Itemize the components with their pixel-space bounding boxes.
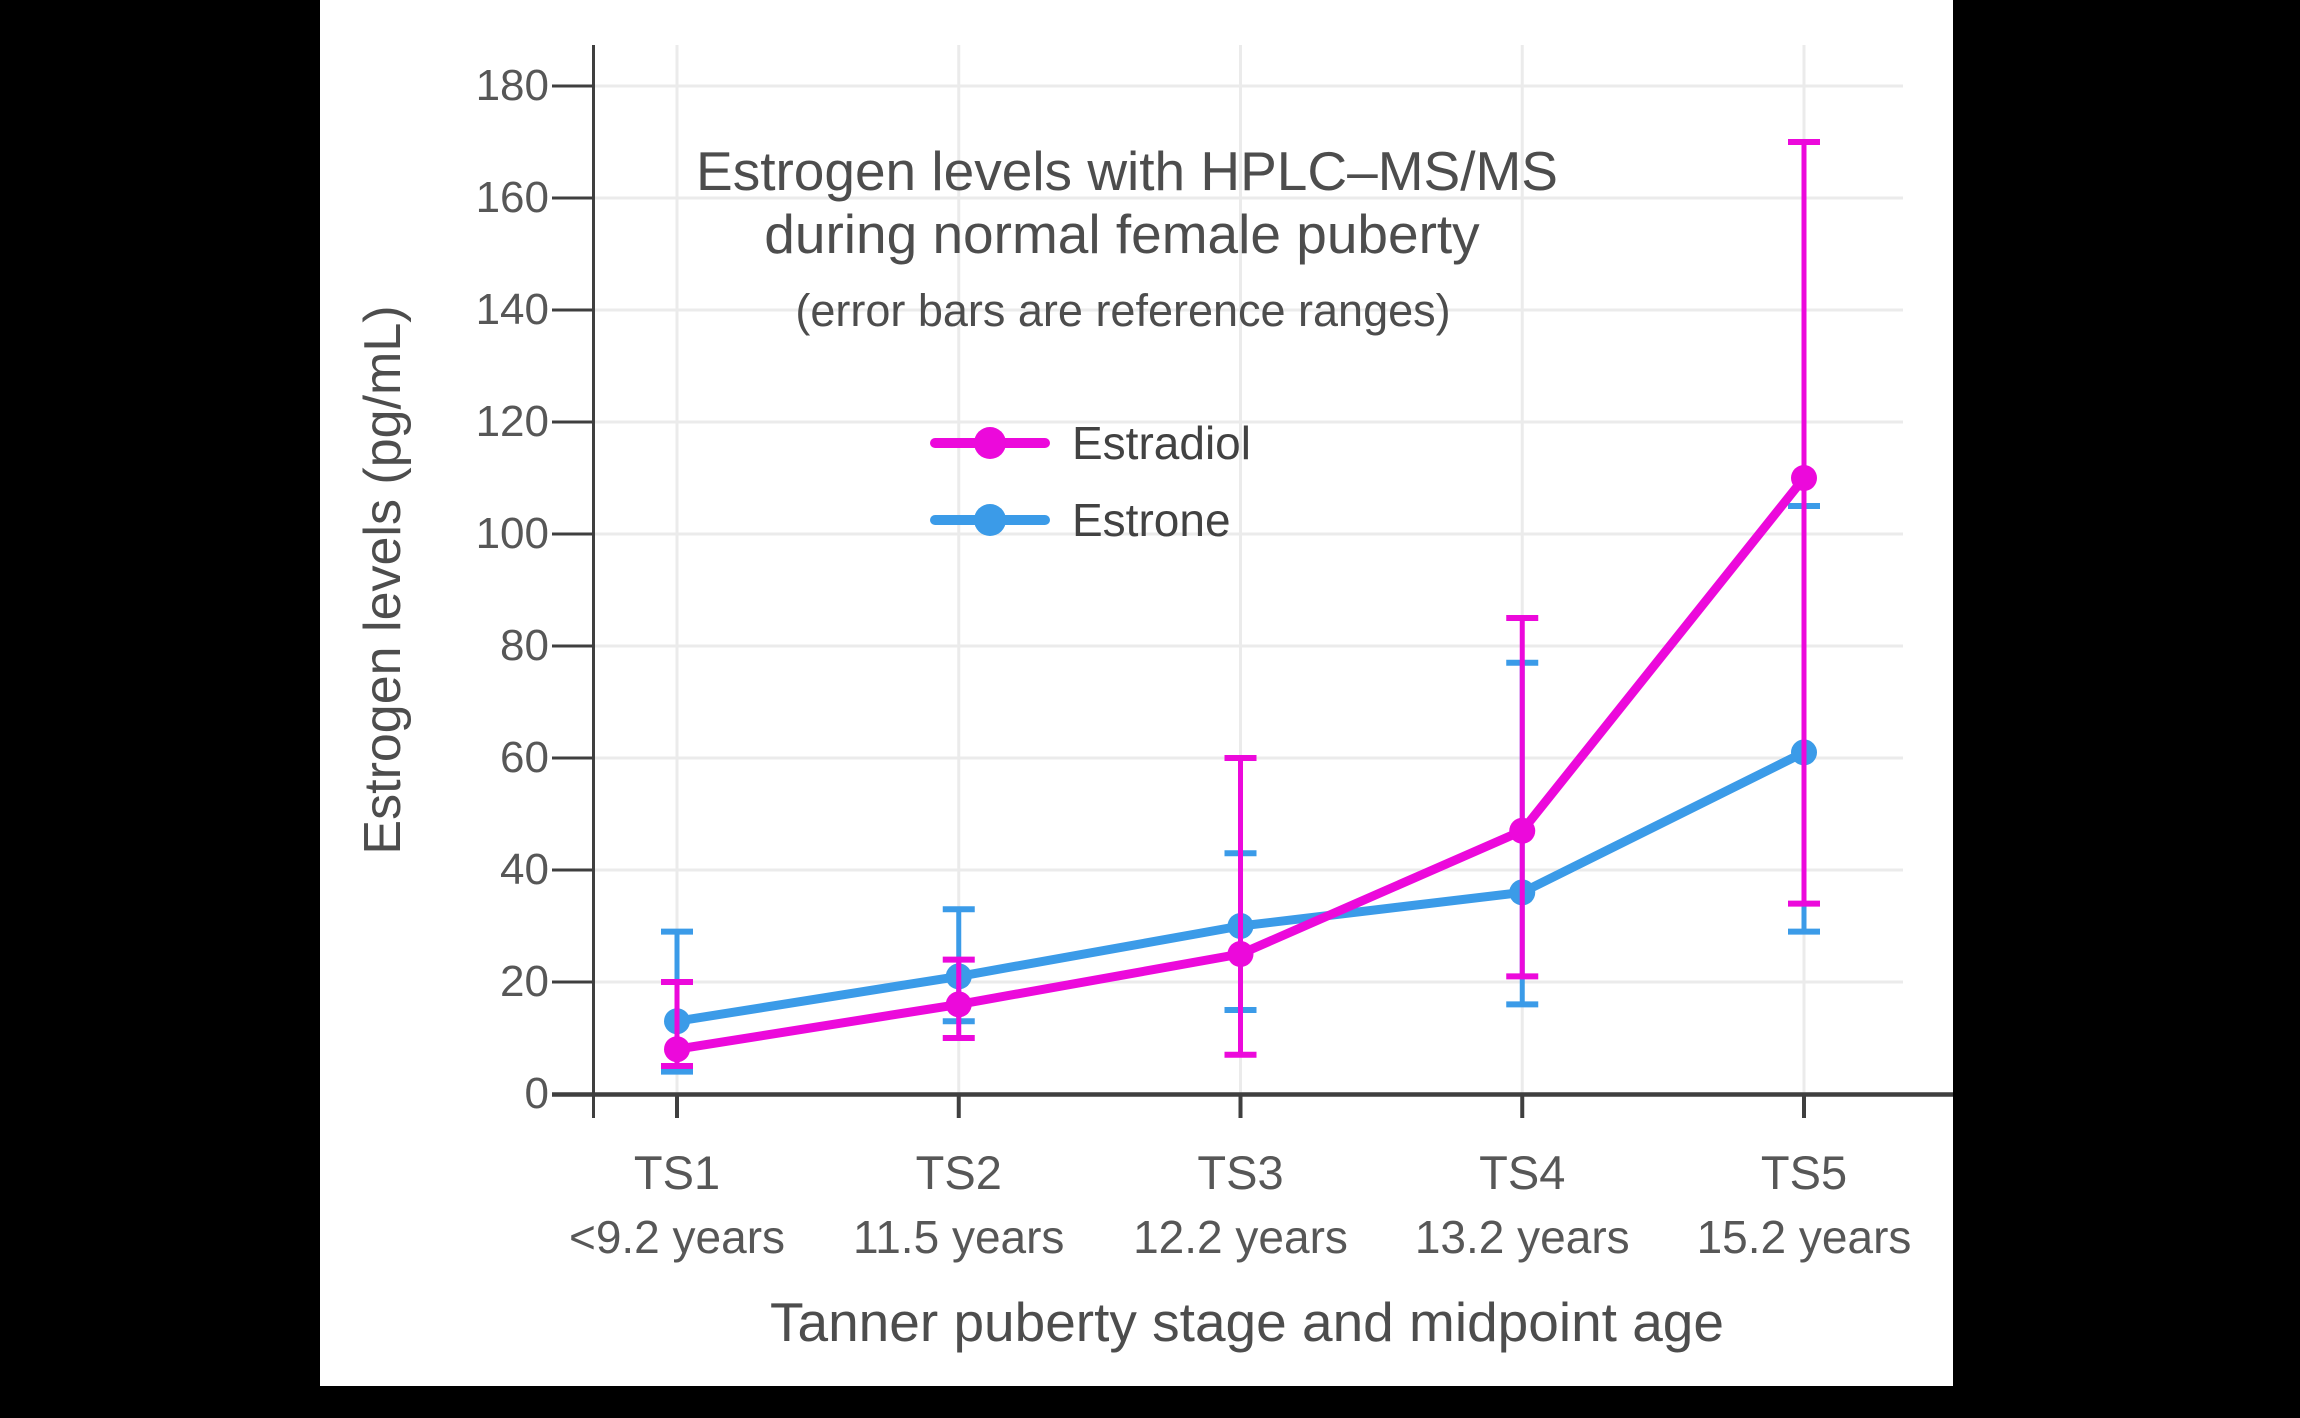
x-tick-label: TS3 — [1197, 1146, 1284, 1199]
y-tick-label: 140 — [475, 285, 549, 334]
chart-subtitle: (error bars are reference ranges) — [795, 285, 1451, 336]
x-tick-sublabel: 13.2 years — [1414, 1211, 1630, 1263]
y-tick-label: 160 — [475, 173, 549, 222]
x-tick-sublabel: 15.2 years — [1696, 1211, 1912, 1263]
x-tick-label: TS5 — [1760, 1146, 1848, 1199]
y-tick-label: 40 — [500, 845, 549, 894]
chart-title-line2: during normal female puberty — [764, 203, 1480, 265]
data-point — [1227, 941, 1254, 967]
x-tick-sublabel: 12.2 years — [1133, 1211, 1348, 1263]
legend-label: Estrone — [1072, 494, 1231, 546]
legend-swatch-dot — [974, 427, 1006, 459]
y-tick-label: 0 — [524, 1069, 549, 1118]
legend-swatch-dot — [974, 504, 1006, 536]
x-tick-label: TS1 — [633, 1146, 721, 1199]
data-point — [664, 1036, 690, 1063]
y-tick-label: 20 — [500, 957, 549, 1006]
y-tick-label: 80 — [500, 621, 549, 670]
data-point — [1509, 817, 1536, 844]
data-point — [945, 991, 972, 1018]
y-tick-label: 100 — [475, 509, 549, 558]
x-tick-label: TS2 — [915, 1146, 1002, 1199]
x-tick-label: TS4 — [1479, 1146, 1566, 1199]
y-tick-label: 180 — [475, 61, 549, 110]
chart-title-line1: Estrogen levels with HPLC–MS/MS — [696, 140, 1558, 202]
data-point — [1791, 465, 1817, 491]
y-tick-label: 120 — [475, 397, 549, 446]
x-tick-sublabel: <9.2 years — [568, 1211, 786, 1263]
x-tick-sublabel: 11.5 years — [853, 1211, 1065, 1263]
legend-label: Estradiol — [1072, 417, 1251, 469]
y-axis-title: Estrogen levels (pg/mL) — [354, 305, 412, 855]
y-tick-label: 60 — [500, 733, 549, 782]
x-axis-title: Tanner puberty stage and midpoint age — [770, 1291, 1724, 1353]
